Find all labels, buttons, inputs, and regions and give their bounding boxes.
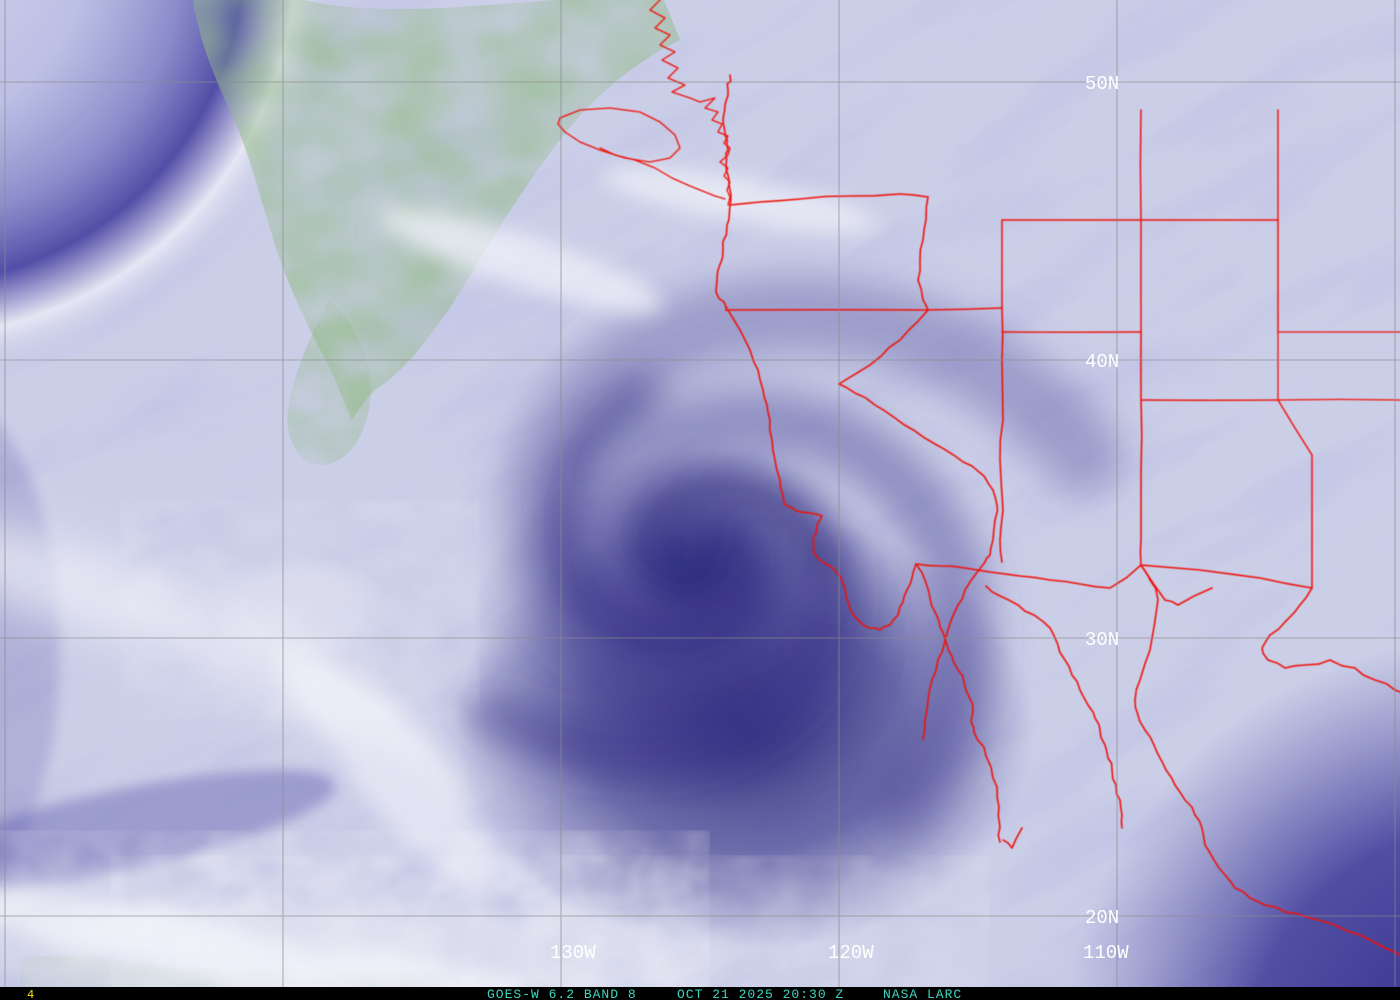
svg-text:OCT 21 2025 20:30 Z: OCT 21 2025 20:30 Z xyxy=(677,987,844,1000)
svg-text:4: 4 xyxy=(27,988,34,1000)
svg-text:NASA LARC: NASA LARC xyxy=(883,987,962,1000)
svg-text:GOES-W 6.2 BAND 8: GOES-W 6.2 BAND 8 xyxy=(487,987,637,1000)
